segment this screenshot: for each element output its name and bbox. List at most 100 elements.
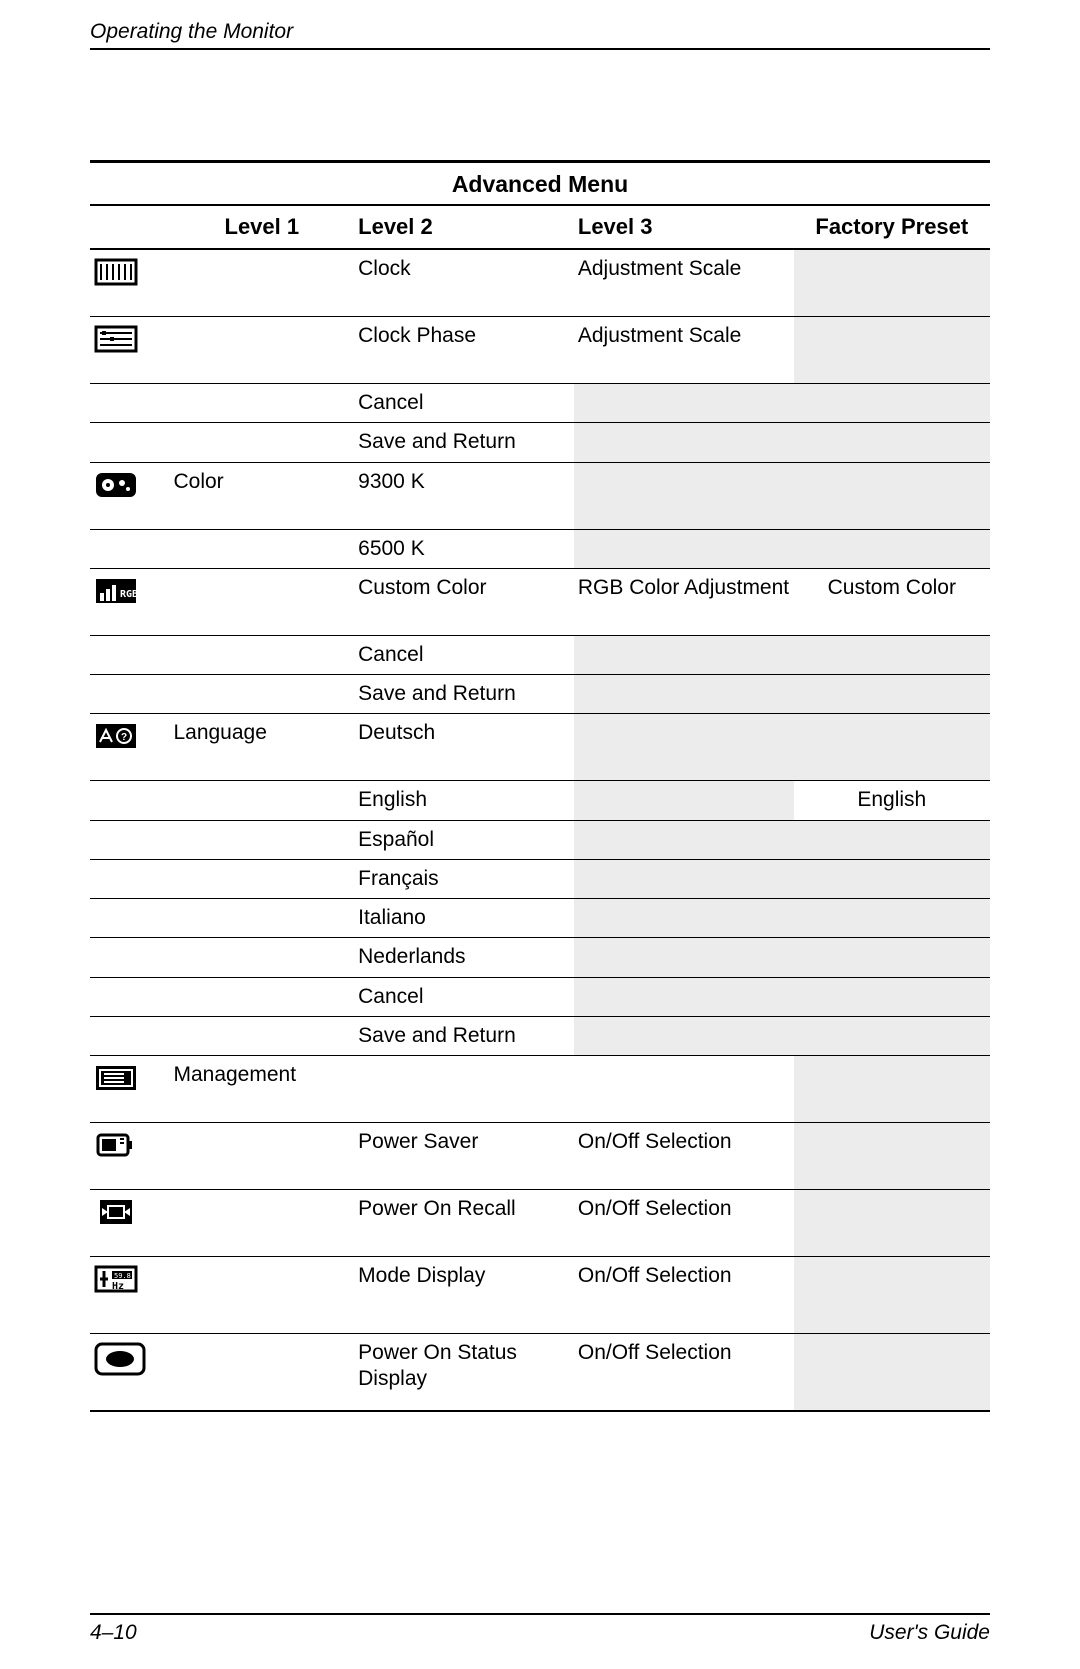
cell-level2: Español <box>354 820 574 859</box>
modedisplay-icon <box>94 1263 138 1295</box>
cell-level3 <box>574 675 794 714</box>
table-row: Mode DisplayOn/Off Selection <box>90 1257 990 1334</box>
cell-level2: Cancel <box>354 635 574 674</box>
table-row: EnglishEnglish <box>90 781 990 820</box>
cell-icon <box>90 859 169 898</box>
table-row: Clock PhaseAdjustment Scale <box>90 317 990 384</box>
cell-icon <box>90 714 169 781</box>
cell-preset <box>794 899 990 938</box>
cell-level1 <box>169 317 354 384</box>
cell-level2: Clock Phase <box>354 317 574 384</box>
cell-level1: Management <box>169 1056 354 1123</box>
cell-level2: Deutsch <box>354 714 574 781</box>
cell-level1 <box>169 423 354 462</box>
cell-level2: Italiano <box>354 899 574 938</box>
table-row: Nederlands <box>90 938 990 977</box>
cell-preset <box>794 820 990 859</box>
cell-level1: Language <box>169 714 354 781</box>
cell-level3 <box>574 714 794 781</box>
cell-level1 <box>169 899 354 938</box>
cell-level2: Français <box>354 859 574 898</box>
poweronrecall-icon <box>94 1196 138 1228</box>
table-row: ClockAdjustment Scale <box>90 249 990 317</box>
cell-preset <box>794 1257 990 1334</box>
cell-preset <box>794 859 990 898</box>
cell-icon <box>90 462 169 529</box>
cell-icon <box>90 384 169 423</box>
cell-level1 <box>169 249 354 317</box>
cell-level1 <box>169 1257 354 1334</box>
table-row: Power On Status DisplayOn/Off Selection <box>90 1334 990 1412</box>
cell-level3 <box>574 859 794 898</box>
table-row: Power SaverOn/Off Selection <box>90 1123 990 1190</box>
cell-preset <box>794 249 990 317</box>
cell-preset <box>794 1123 990 1190</box>
table-row: Cancel <box>90 384 990 423</box>
table-row: Custom ColorRGB Color AdjustmentCustom C… <box>90 568 990 635</box>
cell-level2: Mode Display <box>354 1257 574 1334</box>
cell-level2: Cancel <box>354 384 574 423</box>
cell-preset <box>794 977 990 1016</box>
running-header: Operating the Monitor <box>90 20 990 50</box>
cell-icon <box>90 938 169 977</box>
cell-preset <box>794 1190 990 1257</box>
doc-title: User's Guide <box>869 1621 990 1645</box>
clock-icon <box>94 256 138 288</box>
cell-level1 <box>169 1123 354 1190</box>
cell-icon <box>90 1334 169 1412</box>
table-row: Power On RecallOn/Off Selection <box>90 1190 990 1257</box>
cell-level3 <box>574 384 794 423</box>
table-row: Français <box>90 859 990 898</box>
cell-preset <box>794 462 990 529</box>
cell-icon <box>90 1056 169 1123</box>
table-row: Save and Return <box>90 675 990 714</box>
cell-preset <box>794 317 990 384</box>
cell-level3: On/Off Selection <box>574 1257 794 1334</box>
cell-level1 <box>169 938 354 977</box>
cell-preset <box>794 714 990 781</box>
cell-level3 <box>574 820 794 859</box>
cell-level1 <box>169 568 354 635</box>
cell-level2: Power On Recall <box>354 1190 574 1257</box>
cell-level2: Save and Return <box>354 423 574 462</box>
cell-level3: Adjustment Scale <box>574 249 794 317</box>
cell-level1 <box>169 1190 354 1257</box>
cell-level3 <box>574 977 794 1016</box>
cell-level3 <box>574 1016 794 1055</box>
cell-level1 <box>169 820 354 859</box>
cell-preset <box>794 1056 990 1123</box>
table-title: Advanced Menu <box>90 162 990 206</box>
cell-icon <box>90 423 169 462</box>
clockphase-icon <box>94 323 138 355</box>
cell-level2: Power On Status Display <box>354 1334 574 1412</box>
poweronstatus-icon <box>94 1340 146 1378</box>
cell-level3 <box>574 423 794 462</box>
cell-level1 <box>169 384 354 423</box>
col-icon <box>90 205 169 249</box>
cell-icon <box>90 1257 169 1334</box>
cell-preset <box>794 1016 990 1055</box>
table-row: Cancel <box>90 635 990 674</box>
cell-icon <box>90 317 169 384</box>
cell-icon <box>90 635 169 674</box>
cell-level1 <box>169 1334 354 1412</box>
cell-preset: Custom Color <box>794 568 990 635</box>
cell-preset <box>794 423 990 462</box>
cell-level3 <box>574 899 794 938</box>
cell-icon <box>90 820 169 859</box>
cell-icon <box>90 249 169 317</box>
language-icon <box>94 720 138 752</box>
cell-level2: Save and Return <box>354 675 574 714</box>
cell-level2: 6500 K <box>354 529 574 568</box>
cell-icon <box>90 977 169 1016</box>
col-preset: Factory Preset <box>794 205 990 249</box>
cell-level1 <box>169 529 354 568</box>
cell-level2: Clock <box>354 249 574 317</box>
cell-level3 <box>574 781 794 820</box>
cell-icon <box>90 529 169 568</box>
cell-level1 <box>169 1016 354 1055</box>
cell-level2 <box>354 1056 574 1123</box>
cell-level3 <box>574 529 794 568</box>
rgb-icon <box>94 575 138 607</box>
table-row: Italiano <box>90 899 990 938</box>
